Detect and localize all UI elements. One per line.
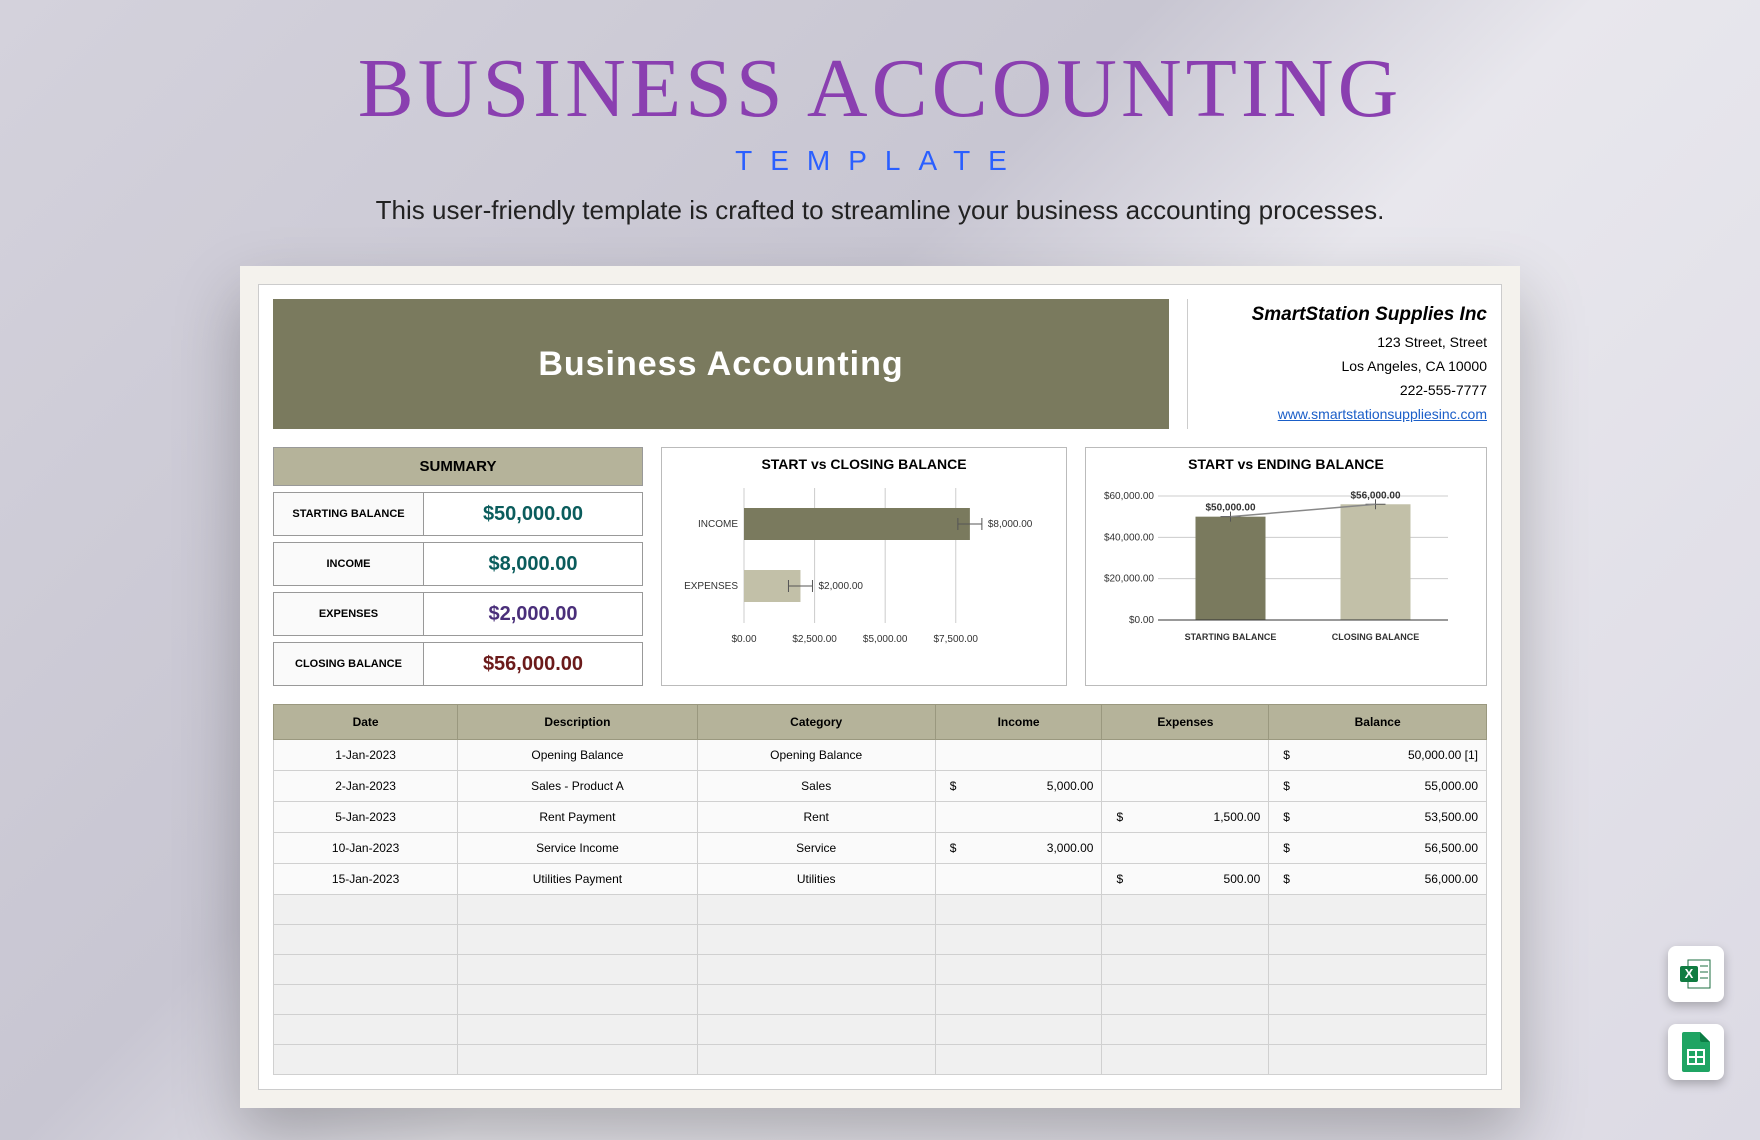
svg-text:EXPENSES: EXPENSES <box>684 581 738 592</box>
svg-text:STARTING BALANCE: STARTING BALANCE <box>1185 632 1277 642</box>
sheets-icon[interactable] <box>1668 1024 1724 1080</box>
ledger-date: 1-Jan-2023 <box>274 740 458 771</box>
company-addr1: 123 Street, Street <box>1206 331 1487 355</box>
ledger-row: 1-Jan-2023 Opening Balance Opening Balan… <box>274 740 1487 771</box>
ledger-date: 5-Jan-2023 <box>274 802 458 833</box>
svg-text:$2,000.00: $2,000.00 <box>818 581 863 592</box>
summary-row: STARTING BALANCE$50,000.00 <box>273 492 643 536</box>
ledger-cat: Sales <box>697 771 935 802</box>
summary-header: SUMMARY <box>273 447 643 486</box>
summary-row: EXPENSES$2,000.00 <box>273 592 643 636</box>
chart1-svg: $0.00 $2,500.00 $5,000.00 $7,500.00 INCOME $8… <box>674 478 1054 648</box>
summary-label: EXPENSES <box>274 593 424 635</box>
ledger-row-empty <box>274 895 1487 925</box>
summary-row: INCOME$8,000.00 <box>273 542 643 586</box>
svg-text:$20,000.00: $20,000.00 <box>1104 574 1154 585</box>
company-block: SmartStation Supplies Inc 123 Street, St… <box>1187 299 1487 429</box>
ledger-expenses <box>1102 740 1269 771</box>
svg-text:CLOSING BALANCE: CLOSING BALANCE <box>1332 632 1420 642</box>
svg-text:$0.00: $0.00 <box>1129 615 1154 626</box>
ledger-col-header: Expenses <box>1102 705 1269 740</box>
ledger-col-header: Description <box>458 705 697 740</box>
svg-text:$2,500.00: $2,500.00 <box>792 634 837 645</box>
company-name: SmartStation Supplies Inc <box>1206 299 1487 331</box>
hero-description: This user-friendly template is crafted t… <box>0 195 1760 226</box>
company-addr2: Los Angeles, CA 10000 <box>1206 355 1487 379</box>
ledger-desc: Rent Payment <box>458 802 697 833</box>
ledger-row-empty <box>274 1015 1487 1045</box>
ledger-date: 10-Jan-2023 <box>274 833 458 864</box>
ledger-desc: Sales - Product A <box>458 771 697 802</box>
ledger-expenses: $500.00 <box>1102 864 1269 895</box>
sheet-banner: Business Accounting <box>273 299 1169 429</box>
ledger-expenses: $1,500.00 <box>1102 802 1269 833</box>
chart2-title: START vs ENDING BALANCE <box>1098 456 1474 472</box>
chart-start-vs-ending: START vs ENDING BALANCE $0.00 $20,000.00 $… <box>1085 447 1487 686</box>
svg-text:$5,000.00: $5,000.00 <box>863 634 908 645</box>
svg-text:$7,500.00: $7,500.00 <box>934 634 979 645</box>
ledger-cat: Opening Balance <box>697 740 935 771</box>
spreadsheet-preview: Business Accounting SmartStation Supplie… <box>240 266 1520 1108</box>
svg-text:$0.00: $0.00 <box>731 634 756 645</box>
ledger-desc: Service Income <box>458 833 697 864</box>
summary-value: $50,000.00 <box>424 493 642 535</box>
summary-value: $56,000.00 <box>424 643 642 685</box>
hero-title: BUSINESS ACCOUNTING <box>0 40 1760 137</box>
ledger-row-empty <box>274 925 1487 955</box>
hero-subtitle: TEMPLATE <box>0 145 1760 177</box>
ledger-balance: $50,000.00 [1] <box>1269 740 1487 771</box>
chart1-title: START vs CLOSING BALANCE <box>674 456 1054 472</box>
ledger-date: 2-Jan-2023 <box>274 771 458 802</box>
ledger-income <box>935 864 1102 895</box>
ledger-balance: $55,000.00 <box>1269 771 1487 802</box>
summary-panel: SUMMARY STARTING BALANCE$50,000.00INCOME… <box>273 447 643 686</box>
chart-start-vs-closing: START vs CLOSING BALANCE $0.00$2,500.00$… <box>661 447 1067 686</box>
ledger-row: 15-Jan-2023 Utilities Payment Utilities … <box>274 864 1487 895</box>
excel-icon[interactable]: X <box>1668 946 1724 1002</box>
company-phone: 222-555-7777 <box>1206 379 1487 403</box>
svg-text:X: X <box>1685 966 1694 981</box>
ledger-balance: $53,500.00 <box>1269 802 1487 833</box>
ledger-table: DateDescriptionCategoryIncomeExpensesBal… <box>273 704 1487 1075</box>
summary-label: INCOME <box>274 543 424 585</box>
company-url[interactable]: www.smartstationsuppliesinc.com <box>1278 406 1487 422</box>
ledger-row-empty <box>274 985 1487 1015</box>
svg-text:$60,000.00: $60,000.00 <box>1104 491 1154 502</box>
ledger-balance: $56,000.00 <box>1269 864 1487 895</box>
ledger-expenses <box>1102 771 1269 802</box>
ledger-income: $3,000.00 <box>935 833 1102 864</box>
ledger-cat: Service <box>697 833 935 864</box>
ledger-income: $5,000.00 <box>935 771 1102 802</box>
ledger-expenses <box>1102 833 1269 864</box>
ledger-cat: Utilities <box>697 864 935 895</box>
ledger-row: 2-Jan-2023 Sales - Product A Sales $5,00… <box>274 771 1487 802</box>
ledger-row-empty <box>274 1045 1487 1075</box>
ledger-date: 15-Jan-2023 <box>274 864 458 895</box>
svg-text:INCOME: INCOME <box>698 519 738 530</box>
svg-text:$8,000.00: $8,000.00 <box>988 519 1033 530</box>
ledger-col-header: Date <box>274 705 458 740</box>
summary-label: CLOSING BALANCE <box>274 643 424 685</box>
hero-header: BUSINESS ACCOUNTING TEMPLATE This user-f… <box>0 0 1760 226</box>
ledger-balance: $56,500.00 <box>1269 833 1487 864</box>
ledger-income <box>935 802 1102 833</box>
summary-value: $8,000.00 <box>424 543 642 585</box>
summary-row: CLOSING BALANCE$56,000.00 <box>273 642 643 686</box>
ledger-col-header: Category <box>697 705 935 740</box>
ledger-cat: Rent <box>697 802 935 833</box>
ledger-row-empty <box>274 955 1487 985</box>
summary-value: $2,000.00 <box>424 593 642 635</box>
svg-text:$40,000.00: $40,000.00 <box>1104 532 1154 543</box>
ledger-desc: Opening Balance <box>458 740 697 771</box>
summary-label: STARTING BALANCE <box>274 493 424 535</box>
chart2-svg: $0.00$20,000.00$40,000.00$60,000.00$50,0… <box>1098 478 1458 648</box>
ledger-income <box>935 740 1102 771</box>
ledger-desc: Utilities Payment <box>458 864 697 895</box>
spreadsheet-inner: Business Accounting SmartStation Supplie… <box>258 284 1502 1090</box>
download-icons: X <box>1668 946 1724 1080</box>
ledger-col-header: Income <box>935 705 1102 740</box>
ledger-row: 5-Jan-2023 Rent Payment Rent $1,500.00 $… <box>274 802 1487 833</box>
ledger-row: 10-Jan-2023 Service Income Service $3,00… <box>274 833 1487 864</box>
ledger-col-header: Balance <box>1269 705 1487 740</box>
